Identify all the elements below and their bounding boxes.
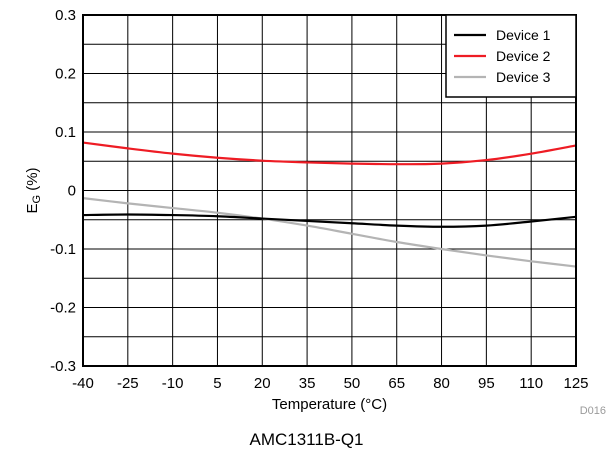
series-line-device-3 [82, 197, 577, 268]
gain-error-chart: -40 -25 -10 5 20 35 50 65 80 95 110 125 0.3 0.2 0.1 0 -… [24, 7, 606, 417]
legend-label: Device 3 [496, 69, 551, 85]
x-tick-label: -10 [162, 375, 184, 392]
y-axis-title-main: E [24, 204, 41, 214]
y-axis-title-subscript: G [31, 195, 43, 204]
series-line-device-2 [82, 141, 577, 166]
x-tick-label: 80 [433, 375, 450, 392]
y-tick-label: -0.1 [50, 241, 76, 258]
x-tick-label: 50 [344, 375, 361, 392]
x-tick-label: 110 [519, 375, 543, 392]
y-axis-title-unit: (%) [24, 167, 41, 195]
x-tick-label: 20 [254, 375, 271, 392]
x-tick-label: 65 [388, 375, 405, 392]
y-axis-title: EG (%) [24, 167, 43, 213]
legend-label: Device 1 [496, 27, 551, 43]
y-tick-label: -0.2 [50, 300, 76, 317]
x-tick-label: 95 [478, 375, 495, 392]
y-tick-label: 0.2 [55, 66, 76, 83]
x-tick-label: 5 [213, 375, 221, 392]
legend-label: Device 2 [496, 48, 551, 64]
x-tick-label: 35 [299, 375, 316, 392]
x-tick-label: -40 [72, 375, 94, 392]
y-tick-label: 0.3 [55, 7, 76, 24]
series-layer [82, 141, 577, 268]
legend: Device 1 Device 2 Device 3 [445, 14, 577, 98]
chart-caption: AMC1311B-Q1 [249, 430, 364, 449]
x-tick-label: -25 [117, 375, 139, 392]
x-axis-title: Temperature (°C) [272, 396, 387, 413]
series-line-device-1 [82, 213, 577, 228]
x-tick-labels: -40 -25 -10 5 20 35 50 65 80 95 110 125 [72, 375, 588, 392]
y-tick-label: 0.1 [55, 124, 76, 141]
plot-frame [82, 14, 577, 367]
y-tick-labels: 0.3 0.2 0.1 0 -0.1 -0.2 -0.3 [50, 7, 76, 375]
y-tick-label: -0.3 [50, 358, 76, 375]
y-tick-label: 0 [68, 183, 76, 200]
figure-reference: D016 [580, 405, 606, 417]
x-tick-label: 125 [563, 375, 588, 392]
